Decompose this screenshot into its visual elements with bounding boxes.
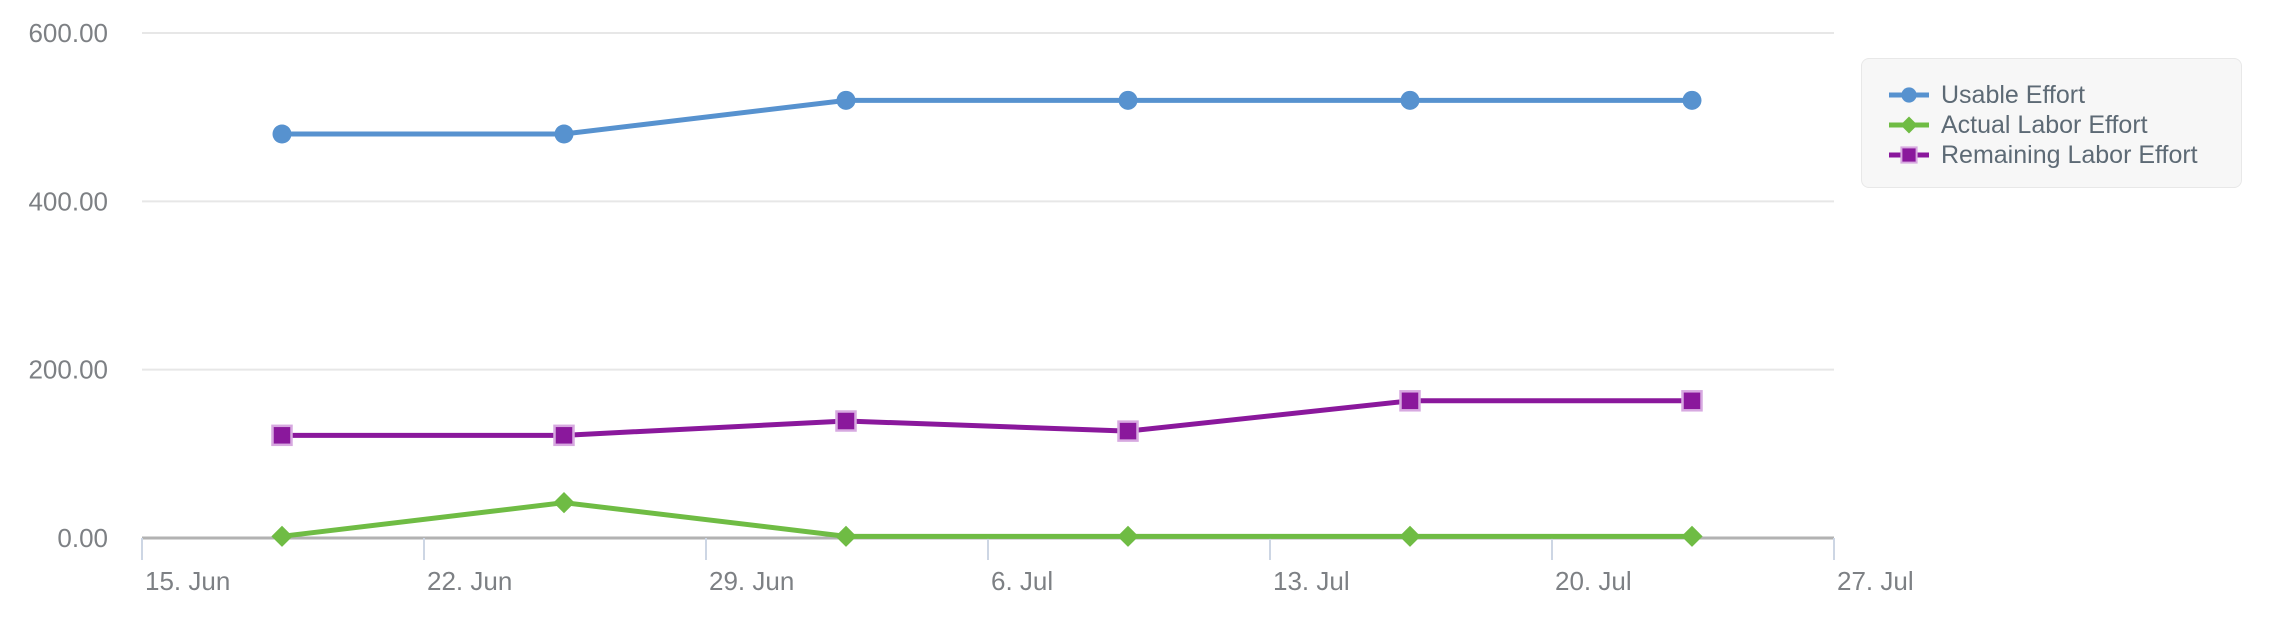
- x-axis-label: 6. Jul: [991, 566, 1053, 596]
- usable-effort-data-point-marker[interactable]: [1400, 90, 1420, 110]
- x-axis-label: 15. Jun: [145, 566, 230, 596]
- usable-effort-data-point-marker[interactable]: [272, 124, 292, 144]
- x-axis-label: 29. Jun: [709, 566, 794, 596]
- remaining-labor-effort-data-point-marker[interactable]: [1117, 420, 1139, 442]
- actual-labor-effort-data-point-marker[interactable]: [553, 492, 575, 514]
- y-axis-label: 200.00: [28, 355, 108, 385]
- x-axis-label: 22. Jun: [427, 566, 512, 596]
- x-axis-label: 13. Jul: [1273, 566, 1350, 596]
- actual-labor-effort-data-point-marker[interactable]: [1117, 525, 1139, 547]
- actual-labor-effort-data-point-marker[interactable]: [1399, 525, 1421, 547]
- usable-effort-data-point-marker[interactable]: [554, 124, 574, 144]
- legend-item-actual-labor-effort[interactable]: Actual Labor Effort: [1888, 110, 2241, 140]
- legend-label: Usable Effort: [1941, 80, 2086, 109]
- remaining-labor-effort-data-point-marker[interactable]: [835, 410, 857, 432]
- usable-effort-data-point-marker[interactable]: [1118, 90, 1138, 110]
- chart-legend: Usable Effort Actual Labor Effort Remainin…: [1861, 58, 2242, 188]
- usable-effort-data-point-marker[interactable]: [1682, 90, 1702, 110]
- diamond-legend-marker-icon: [1889, 116, 1929, 134]
- x-axis-label: 20. Jul: [1555, 566, 1632, 596]
- actual-labor-effort-line: [281, 500, 1692, 539]
- remaining-labor-effort-data-point-marker[interactable]: [553, 424, 575, 447]
- remaining-labor-effort-line: [282, 398, 1692, 438]
- legend-item-remaining-labor-effort[interactable]: Remaining Labor Effort: [1888, 140, 2241, 170]
- actual-labor-effort-data-point-marker[interactable]: [271, 525, 293, 547]
- remaining-labor-effort-data-point-marker[interactable]: [1681, 390, 1703, 412]
- circle-legend-marker-icon: [1889, 87, 1929, 103]
- y-axis-label: 0.00: [57, 523, 108, 553]
- legend-label: Actual Labor Effort: [1941, 110, 2148, 139]
- usable-effort-data-point-marker[interactable]: [836, 90, 856, 110]
- usable-effort-line: [282, 97, 1692, 137]
- actual-labor-effort-data-point-marker[interactable]: [835, 525, 857, 547]
- y-axis-label: 400.00: [28, 186, 108, 216]
- square-legend-marker-icon: [1889, 146, 1929, 164]
- remaining-labor-effort-data-point-marker[interactable]: [271, 424, 293, 447]
- remaining-labor-effort-data-point-marker[interactable]: [1399, 390, 1421, 412]
- legend-label: Remaining Labor Effort: [1941, 140, 2198, 169]
- y-axis-label: 600.00: [28, 18, 108, 48]
- legend-item-usable-effort[interactable]: Usable Effort: [1888, 80, 2241, 110]
- x-axis-label: 27. Jul: [1837, 566, 1914, 596]
- actual-labor-effort-data-point-marker[interactable]: [1681, 525, 1703, 547]
